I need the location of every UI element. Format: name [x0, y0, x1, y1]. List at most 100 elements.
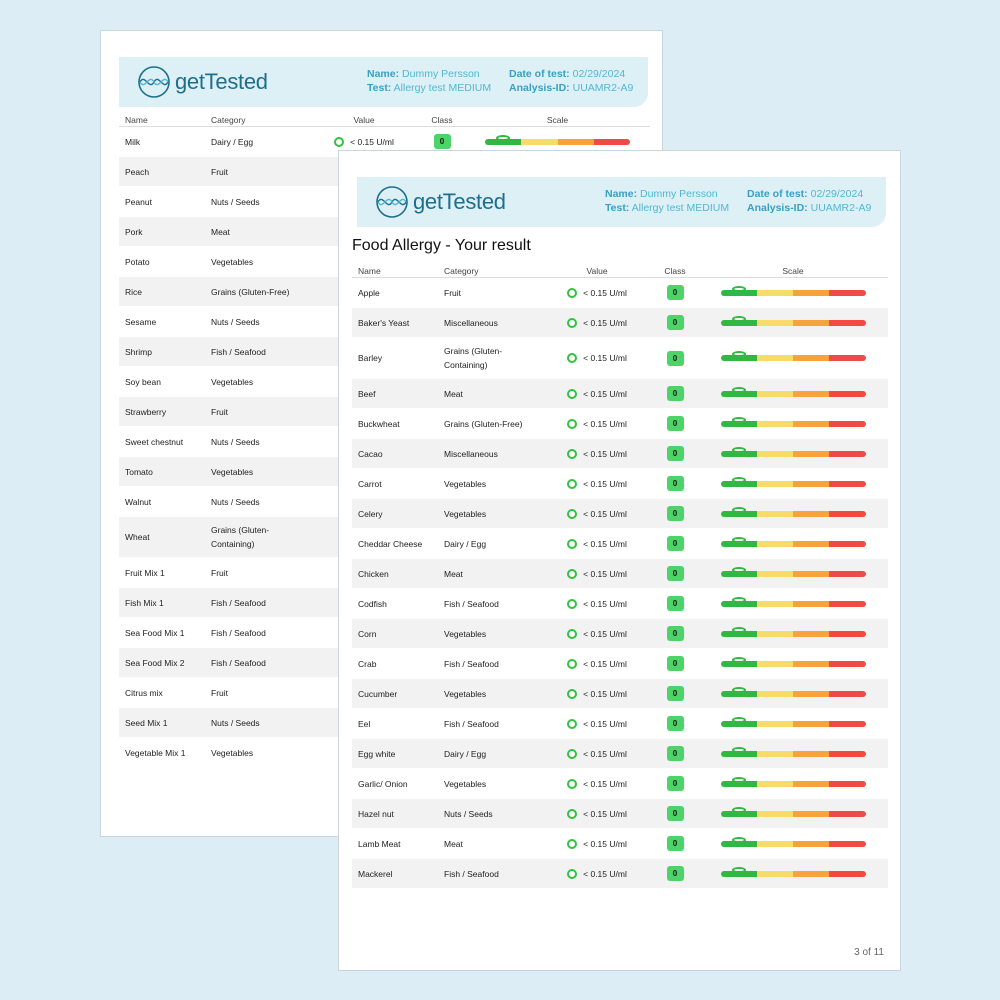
class-badge: 0 — [666, 836, 684, 851]
status-dot-icon — [567, 808, 578, 819]
table-row: Hazel nut Nuts / Seeds < 0.15 U/ml 0 — [352, 799, 888, 829]
class-badge: 0 — [666, 626, 684, 641]
item-category: Dairy / Egg — [444, 538, 487, 549]
class-badge: 0 — [666, 536, 684, 551]
scale-bar — [720, 716, 866, 727]
item-name: Hazel nut — [358, 808, 394, 819]
item-category: Fish / Seafood — [444, 658, 499, 669]
id-label: Analysis-ID: — [747, 202, 808, 214]
report-header: getTested Name: Dummy Persson Test: Alle… — [119, 57, 648, 107]
test-name: Allergy test MEDIUM — [631, 202, 730, 214]
test-label: Test: — [367, 82, 392, 94]
scale-indicator — [731, 686, 746, 693]
item-name: Peach — [125, 166, 150, 177]
class-badge: 0 — [666, 446, 684, 461]
item-value: < 0.15 U/ml — [583, 808, 627, 819]
item-category: Nuts / Seeds — [211, 717, 260, 728]
item-name: Milk — [125, 136, 141, 147]
scale-bar — [720, 776, 866, 787]
item-name: Corn — [358, 628, 377, 639]
col-name: Name — [125, 114, 148, 125]
item-category: Vegetables — [444, 688, 487, 699]
item-name: Fruit Mix 1 — [125, 567, 165, 578]
item-name: Eel — [358, 718, 371, 729]
class-badge: 0 — [666, 566, 684, 581]
item-value: < 0.15 U/ml — [583, 317, 627, 328]
status-dot-icon — [567, 538, 578, 549]
item-category: Grains (Gluten-Containing) — [444, 346, 503, 370]
class-badge: 0 — [666, 686, 684, 701]
scale-bar — [720, 686, 866, 697]
status-dot-icon — [567, 838, 578, 849]
item-name: Beef — [358, 388, 376, 399]
item-value: < 0.15 U/ml — [583, 598, 627, 609]
item-name: Barley — [358, 353, 383, 363]
scale-indicator — [731, 506, 746, 513]
status-dot-icon — [567, 508, 578, 519]
table-row: Eel Fish / Seafood < 0.15 U/ml 0 — [352, 709, 888, 739]
item-name: Sea Food Mix 1 — [125, 627, 185, 638]
item-category: Fish / Seafood — [444, 718, 499, 729]
item-name: Carrot — [358, 478, 382, 489]
scale-indicator — [731, 416, 746, 423]
scale-indicator — [731, 776, 746, 783]
scale-bar — [720, 746, 866, 757]
item-category: Vegetables — [444, 778, 487, 789]
item-category: Meat — [444, 388, 463, 399]
item-category: Fish / Seafood — [211, 346, 266, 357]
item-name: Egg white — [358, 748, 396, 759]
test-date: 02/29/2024 — [572, 68, 626, 80]
item-category: Vegetables — [211, 747, 254, 758]
item-value: < 0.15 U/ml — [583, 418, 627, 429]
class-badge: 0 — [666, 386, 684, 401]
item-name: Citrus mix — [125, 687, 163, 698]
item-name: Sea Food Mix 2 — [125, 657, 185, 668]
front-report-page: getTested Name: Dummy Persson Test: Alle… — [338, 150, 901, 971]
item-value: < 0.15 U/ml — [583, 658, 627, 669]
item-category: Nuts / Seeds — [211, 316, 260, 327]
brand-name: getTested — [413, 189, 506, 214]
name-label: Name: — [367, 68, 400, 80]
table-row: Apple Fruit < 0.15 U/ml 0 — [352, 278, 888, 308]
scale-bar — [720, 806, 866, 817]
item-category: Vegetables — [211, 376, 254, 387]
scale-bar — [720, 506, 866, 517]
scale-indicator — [731, 626, 746, 633]
scale-bar — [720, 626, 866, 637]
table-row: Cacao Miscellaneous < 0.15 U/ml 0 — [352, 439, 888, 469]
table-row: Carrot Vegetables < 0.15 U/ml 0 — [352, 469, 888, 499]
brand-name: getTested — [175, 69, 268, 94]
item-name: Codfish — [358, 598, 387, 609]
class-badge: 0 — [666, 285, 684, 300]
test-info: Date of test: 02/29/2024 Analysis-ID: UU… — [747, 187, 871, 215]
item-name: Crab — [358, 658, 377, 669]
status-dot-icon — [567, 598, 578, 609]
class-badge: 0 — [666, 416, 684, 431]
item-name: Tomato — [125, 466, 153, 477]
table-row: Celery Vegetables < 0.15 U/ml 0 — [352, 499, 888, 529]
col-class: Class — [431, 114, 453, 125]
results-table: Name Category Value Class Scale Apple Fr… — [352, 264, 888, 889]
report-header: getTested Name: Dummy Persson Test: Alle… — [357, 177, 886, 227]
item-value: < 0.15 U/ml — [583, 778, 627, 789]
scale-indicator — [731, 351, 746, 357]
item-value: < 0.15 U/ml — [583, 353, 627, 363]
scale-indicator — [731, 386, 746, 393]
patient-info: Name: Dummy Persson Test: Allergy test M… — [605, 187, 729, 215]
scale-bar — [720, 285, 866, 296]
class-badge: 0 — [433, 134, 451, 149]
item-value: < 0.15 U/ml — [583, 448, 627, 459]
item-name: Buckwheat — [358, 418, 400, 429]
scale-bar — [720, 386, 866, 397]
item-name: Lamb Meat — [358, 838, 401, 849]
table-row: Crab Fish / Seafood < 0.15 U/ml 0 — [352, 649, 888, 679]
status-dot-icon — [567, 748, 578, 759]
status-dot-icon — [334, 136, 345, 147]
class-badge: 0 — [666, 866, 684, 881]
item-category: Fruit — [444, 287, 461, 298]
col-value: Value — [586, 265, 608, 276]
table-header: Name Category Value Class Scale — [119, 113, 650, 127]
item-category: Fruit — [211, 166, 228, 177]
item-category: Fish / Seafood — [211, 657, 266, 668]
dna-logo-icon — [138, 66, 170, 98]
